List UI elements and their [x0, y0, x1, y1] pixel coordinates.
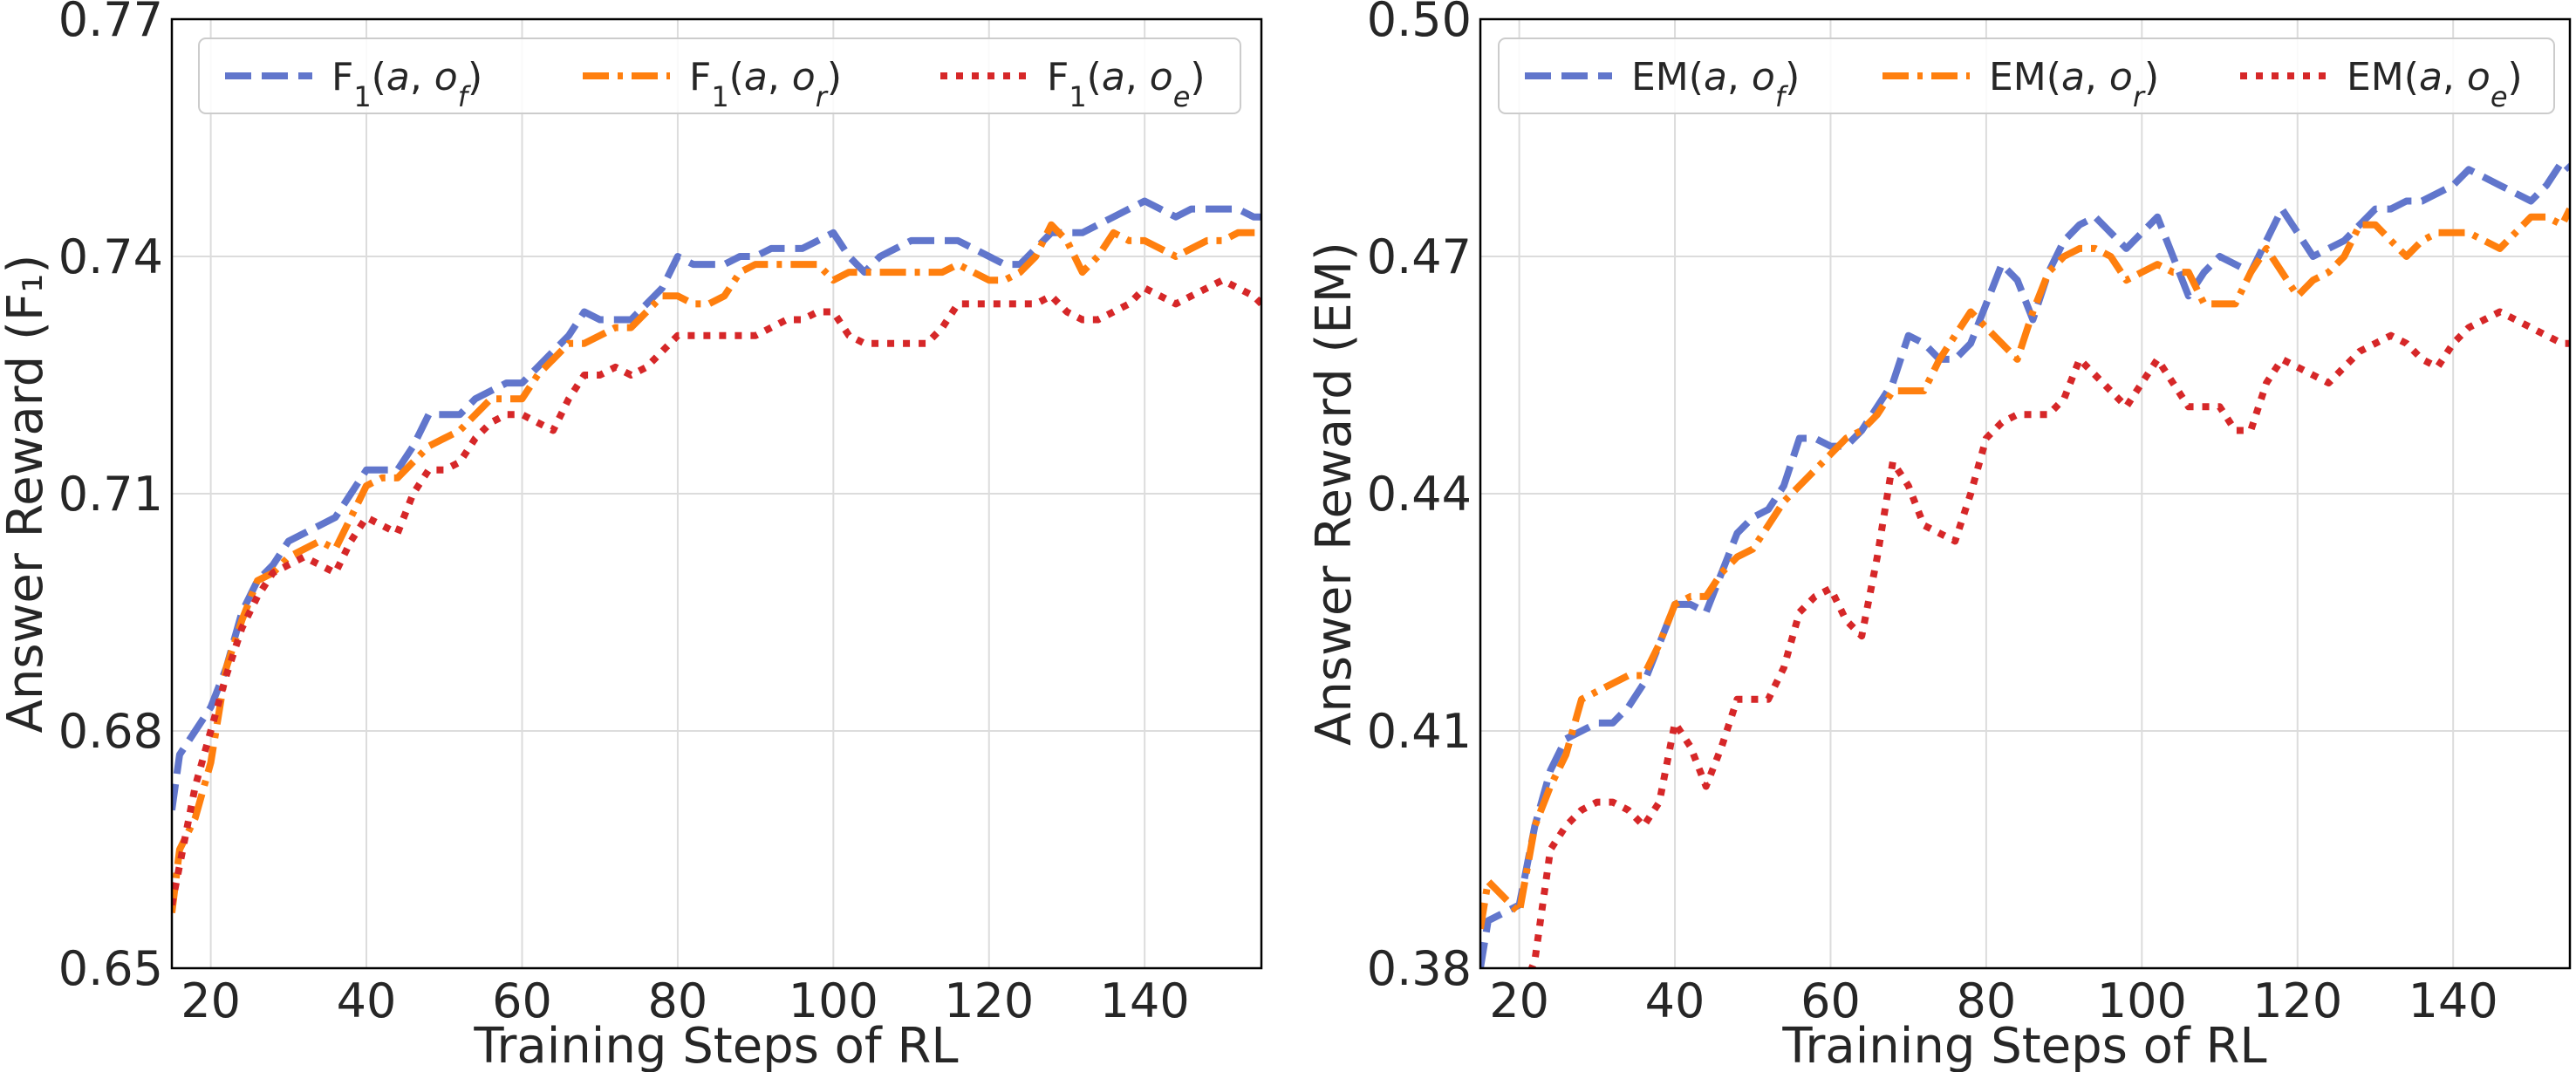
- em-y-tick-label: 0.41: [1367, 704, 1472, 759]
- f1-legend-label-3: F1(a, oe): [1047, 55, 1206, 113]
- f1-plot-frame: [170, 17, 1263, 970]
- f1-x-axis-label: Training Steps of RL: [473, 1018, 958, 1072]
- em-x-tick-label: 60: [1800, 973, 1861, 1028]
- em-legend-box: [1498, 38, 2555, 114]
- em-chart-panel: 20 40 60 80 100 120 140 0.38 0.41 0.44 0.47 0.50 T…: [1306, 0, 2572, 1072]
- em-grid: [1480, 18, 2570, 969]
- em-legend-label-1: EM(a, of): [1631, 55, 1800, 113]
- em-plot-frame: [1479, 17, 2572, 970]
- f1-x-tick-labels: 20 40 60 80 100 120 140: [181, 973, 1189, 1028]
- em-y-tick-label: 0.47: [1367, 229, 1472, 284]
- f1-y-tick-label: 0.65: [58, 941, 163, 996]
- em-x-tick-label: 100: [2097, 973, 2187, 1028]
- f1-series-line-1: [172, 197, 1261, 811]
- em-y-tick-labels: 0.38 0.41 0.44 0.47 0.50: [1367, 0, 1472, 996]
- em-x-tick-label: 140: [2409, 973, 2498, 1028]
- em-legend-label-3: EM(a, oe): [2347, 55, 2523, 113]
- em-series-line-3: [1527, 308, 2570, 968]
- f1-y-tick-label: 0.71: [58, 467, 163, 522]
- f1-y-axis-label: Answer Reward (F₁): [0, 255, 54, 734]
- f1-legend-label-2: F1(a, or): [689, 55, 842, 113]
- f1-y-tick-label: 0.68: [58, 704, 163, 759]
- em-y-tick-label: 0.50: [1367, 0, 1472, 47]
- f1-y-tick-label: 0.74: [58, 229, 163, 284]
- f1-series-line-2: [172, 221, 1261, 913]
- f1-x-tick-label: 60: [492, 973, 552, 1028]
- f1-x-tick-label: 140: [1100, 973, 1190, 1028]
- em-series-line-2: [1480, 207, 2570, 930]
- f1-series-line-3: [172, 277, 1261, 906]
- em-legend-label-2: EM(a, or): [1989, 55, 2159, 113]
- f1-x-tick-label: 20: [181, 973, 241, 1028]
- em-x-tick-label: 80: [1957, 973, 2017, 1028]
- em-y-axis-label: Answer Reward (EM): [1306, 242, 1363, 746]
- em-x-axis-label: Training Steps of RL: [1781, 1018, 2266, 1072]
- f1-legend-label-1: F1(a, of): [331, 55, 482, 113]
- f1-x-tick-label: 40: [337, 973, 397, 1028]
- f1-legend: F1(a, of) F1(a, or) F1(a, oe): [198, 38, 1241, 114]
- em-x-tick-label: 120: [2252, 973, 2342, 1028]
- em-legend: EM(a, of) EM(a, or) EM(a, oe): [1498, 38, 2555, 114]
- em-x-tick-label: 40: [1645, 973, 1705, 1028]
- em-series-line-1: [1480, 158, 2570, 968]
- f1-x-tick-label: 120: [944, 973, 1034, 1028]
- f1-chart-panel: 20 40 60 80 100 120 140 0.65 0.68 0.71 0.74 0.77 T…: [0, 0, 1263, 1072]
- em-y-tick-label: 0.44: [1367, 467, 1472, 522]
- f1-grid: [172, 18, 1261, 969]
- em-y-tick-label: 0.38: [1367, 941, 1472, 996]
- f1-y-tick-labels: 0.65 0.68 0.71 0.74 0.77: [58, 0, 163, 996]
- f1-legend-box: [198, 38, 1241, 114]
- f1-x-tick-label: 80: [648, 973, 708, 1028]
- em-x-tick-labels: 20 40 60 80 100 120 140: [1489, 973, 2497, 1028]
- f1-x-tick-label: 100: [789, 973, 878, 1028]
- f1-y-tick-label: 0.77: [58, 0, 163, 47]
- em-series-lines: [1480, 158, 2570, 968]
- em-x-tick-label: 20: [1489, 973, 1549, 1028]
- f1-series-lines: [172, 197, 1261, 913]
